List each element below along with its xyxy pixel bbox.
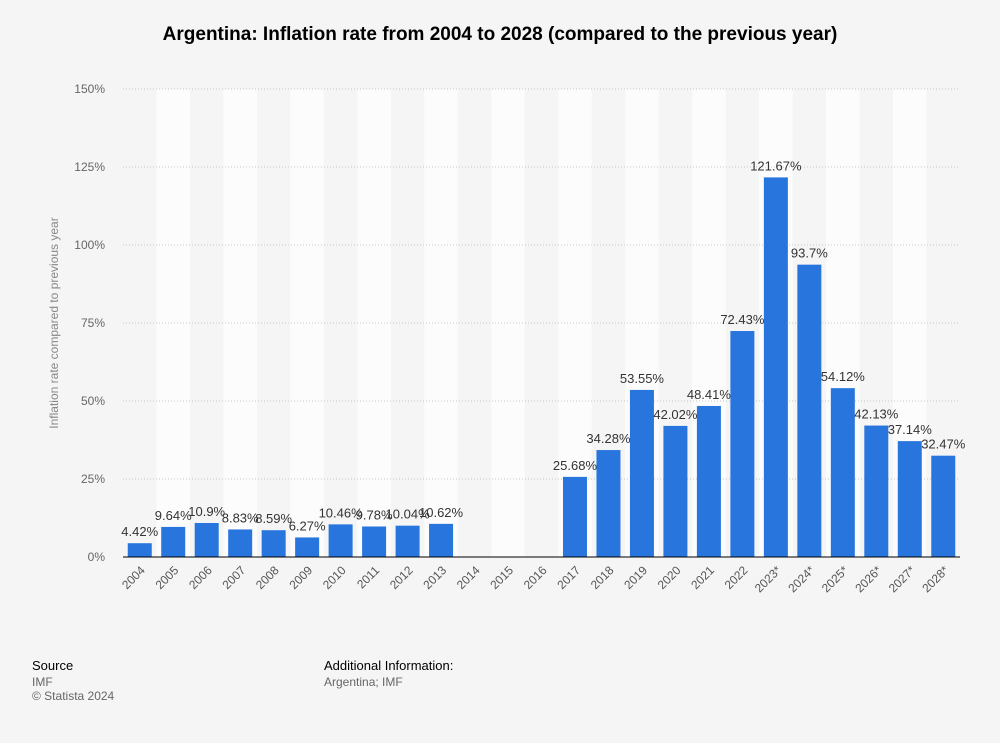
y-tick-label: 100% <box>74 238 105 252</box>
x-tick-label: 2011 <box>354 563 382 591</box>
data-label: 37.14% <box>888 422 933 437</box>
source-text: IMF <box>32 675 53 689</box>
bar <box>295 537 320 557</box>
x-tick-label: 2014 <box>454 563 483 592</box>
x-tick-label: 2005 <box>153 563 182 592</box>
bar <box>663 425 688 557</box>
x-tick-label: 2026* <box>852 563 884 595</box>
bar <box>797 264 822 557</box>
x-tick-label: 2013 <box>420 563 449 592</box>
x-tick-label: 2015 <box>487 563 516 592</box>
x-tick-label: 2009 <box>286 563 315 592</box>
x-tick-label: 2027* <box>886 563 918 595</box>
data-label: 54.12% <box>821 369 866 384</box>
x-tick-label: 2019 <box>621 563 650 592</box>
chart-title: Argentina: Inflation rate from 2004 to 2… <box>162 24 838 45</box>
data-label: 10.04% <box>386 507 431 522</box>
additional-info-block: Additional Information: Argentina; IMF <box>324 658 453 689</box>
bar <box>730 331 755 557</box>
bar <box>864 425 889 557</box>
x-tick-label: 2025* <box>819 563 851 595</box>
x-tick-label: 2023* <box>752 563 784 595</box>
y-tick-label: 50% <box>81 394 105 408</box>
data-label: 42.13% <box>854 407 899 422</box>
bar <box>763 177 788 558</box>
bar <box>931 455 956 557</box>
data-label: 10.62% <box>419 505 464 520</box>
bar <box>562 476 587 557</box>
x-tick-label: 2012 <box>387 563 416 592</box>
data-label: 93.7% <box>791 246 828 261</box>
bar <box>429 523 454 557</box>
data-label: 48.41% <box>687 387 732 402</box>
data-label: 42.02% <box>653 407 698 422</box>
x-tick-label: 2021 <box>688 563 717 592</box>
data-label: 4.42% <box>121 524 158 539</box>
bar <box>596 450 621 557</box>
bar-chart: 0% 25% 50% 75% 100% 125% 150% Inflation rate co… <box>47 82 966 595</box>
data-label: 8.83% <box>222 510 259 525</box>
x-tick-label: 2007 <box>220 563 249 592</box>
copyright[interactable]: © Statista 2024 <box>32 689 115 703</box>
data-label: 72.43% <box>720 312 765 327</box>
source-block: Source IMF © Statista 2024 <box>32 658 114 703</box>
info-heading[interactable]: Additional Information: <box>324 658 454 673</box>
bar <box>194 522 219 557</box>
data-label: 25.68% <box>553 458 598 473</box>
data-label: 34.28% <box>586 431 631 446</box>
data-label: 10.9% <box>188 504 225 519</box>
source-heading: Source <box>32 658 74 673</box>
y-tick-label: 0% <box>88 550 106 564</box>
x-tick-label: 2006 <box>186 563 215 592</box>
column-stripe <box>156 89 190 557</box>
bar <box>362 526 387 557</box>
column-stripe <box>357 89 391 557</box>
y-tick-label: 75% <box>81 316 105 330</box>
data-label: 6.27% <box>289 518 326 533</box>
y-tick-label: 125% <box>74 160 105 174</box>
x-tick-label: 2022 <box>722 563 751 592</box>
x-tick-label: 2020 <box>655 563 684 592</box>
bar <box>629 389 654 557</box>
data-label: 121.67% <box>750 158 802 173</box>
bar <box>395 525 420 557</box>
bar <box>228 529 253 557</box>
bar <box>127 543 152 557</box>
data-label: 32.47% <box>921 437 966 452</box>
x-tick-label: 2028* <box>919 563 951 595</box>
x-tick-label: 2004 <box>119 563 148 592</box>
x-tick-label: 2008 <box>253 563 282 592</box>
info-text: Argentina; IMF <box>324 675 403 689</box>
data-label: 9.78% <box>356 507 393 522</box>
y-axis-label: Inflation rate compared to previous year <box>47 217 61 428</box>
bar <box>261 530 286 557</box>
data-label: 9.64% <box>155 508 192 523</box>
bar <box>696 405 721 557</box>
x-tick-label: 2017 <box>554 563 583 592</box>
data-label: 8.59% <box>255 511 292 526</box>
x-tick-label: 2024* <box>785 563 817 595</box>
x-tick-label: 2016 <box>521 563 550 592</box>
bar <box>161 526 186 557</box>
x-tick-label: 2010 <box>320 563 349 592</box>
y-tick-label: 25% <box>81 472 105 486</box>
data-label: 10.46% <box>319 505 364 520</box>
y-tick-label: 150% <box>74 82 105 96</box>
x-tick-label: 2018 <box>588 563 617 592</box>
bar <box>897 441 922 557</box>
bar <box>328 524 353 557</box>
bar <box>830 388 855 557</box>
data-label: 53.55% <box>620 371 665 386</box>
